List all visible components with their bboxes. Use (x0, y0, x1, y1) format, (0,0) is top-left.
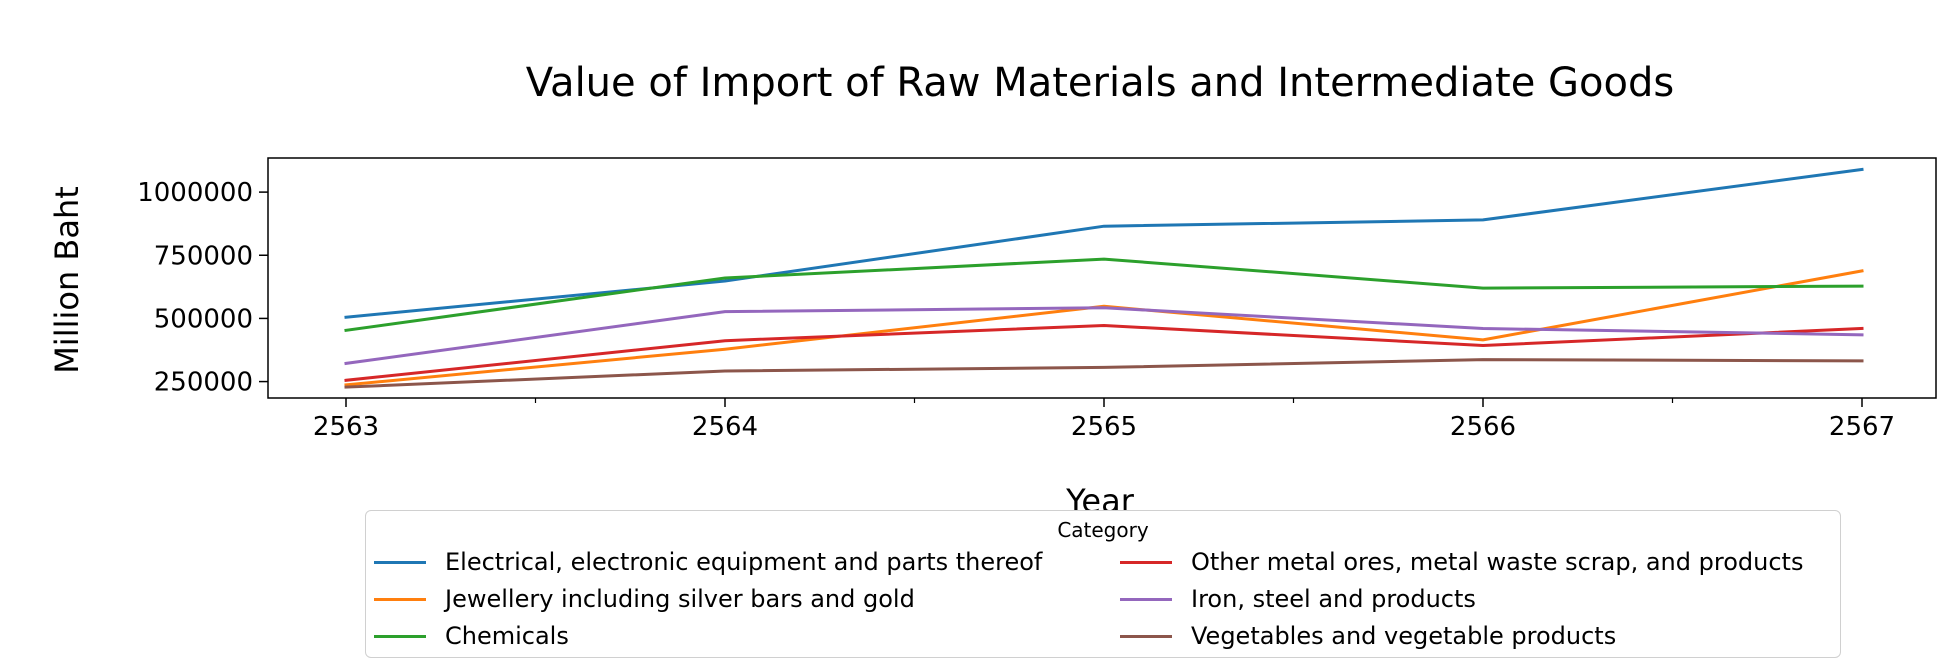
legend-swatch (1120, 634, 1172, 638)
legend-swatch (1120, 560, 1172, 564)
series-line-5 (344, 358, 1864, 389)
series-line-1 (344, 269, 1864, 387)
series-line-2 (344, 257, 1864, 332)
legend-swatch (1120, 597, 1172, 601)
series-layer (344, 167, 1864, 389)
x-axis-ticks: 2563 2564 2565 2566 2567 (313, 398, 1895, 442)
x-tick-label: 2563 (313, 412, 379, 442)
y-tick-label: 500000 (154, 304, 253, 334)
chart-title: Value of Import of Raw Materials and Int… (526, 60, 1674, 106)
y-axis-label: Million Baht (48, 186, 86, 374)
legend-label: Iron, steel and products (1191, 585, 1476, 613)
y-tick-label: 750000 (154, 241, 253, 271)
y-axis-ticks: 250000 500000 750000 1000000 (137, 178, 268, 398)
legend-label: Chemicals (445, 622, 569, 650)
legend: Category Electrical, electronic equipmen… (365, 510, 1841, 658)
x-tick-label: 2566 (1450, 412, 1516, 442)
x-tick-label: 2564 (692, 412, 758, 442)
legend-label: Vegetables and vegetable products (1191, 622, 1617, 650)
y-tick-label: 1000000 (137, 178, 253, 208)
legend-item: Other metal ores, metal waste scrap, and… (1120, 544, 1803, 580)
series-line-3 (344, 324, 1864, 382)
legend-swatch (374, 634, 426, 638)
legend-item: Vegetables and vegetable products (1120, 618, 1616, 654)
x-tick-label: 2567 (1829, 412, 1895, 442)
legend-item: Iron, steel and products (1120, 581, 1476, 617)
legend-item: Jewellery including silver bars and gold (374, 581, 915, 617)
legend-label: Other metal ores, metal waste scrap, and… (1191, 548, 1804, 576)
legend-item: Chemicals (374, 618, 569, 654)
y-tick-label: 250000 (154, 368, 253, 398)
legend-swatch (374, 560, 426, 564)
legend-title: Category (1057, 518, 1149, 542)
series-line-4 (344, 306, 1864, 366)
legend-item: Electrical, electronic equipment and par… (374, 544, 1042, 580)
x-tick-label: 2565 (1071, 412, 1137, 442)
legend-swatch (374, 597, 426, 601)
legend-label: Jewellery including silver bars and gold (445, 585, 915, 613)
series-line-0 (344, 167, 1864, 319)
legend-label: Electrical, electronic equipment and par… (445, 548, 1043, 576)
plot-area-frame (267, 157, 1937, 399)
